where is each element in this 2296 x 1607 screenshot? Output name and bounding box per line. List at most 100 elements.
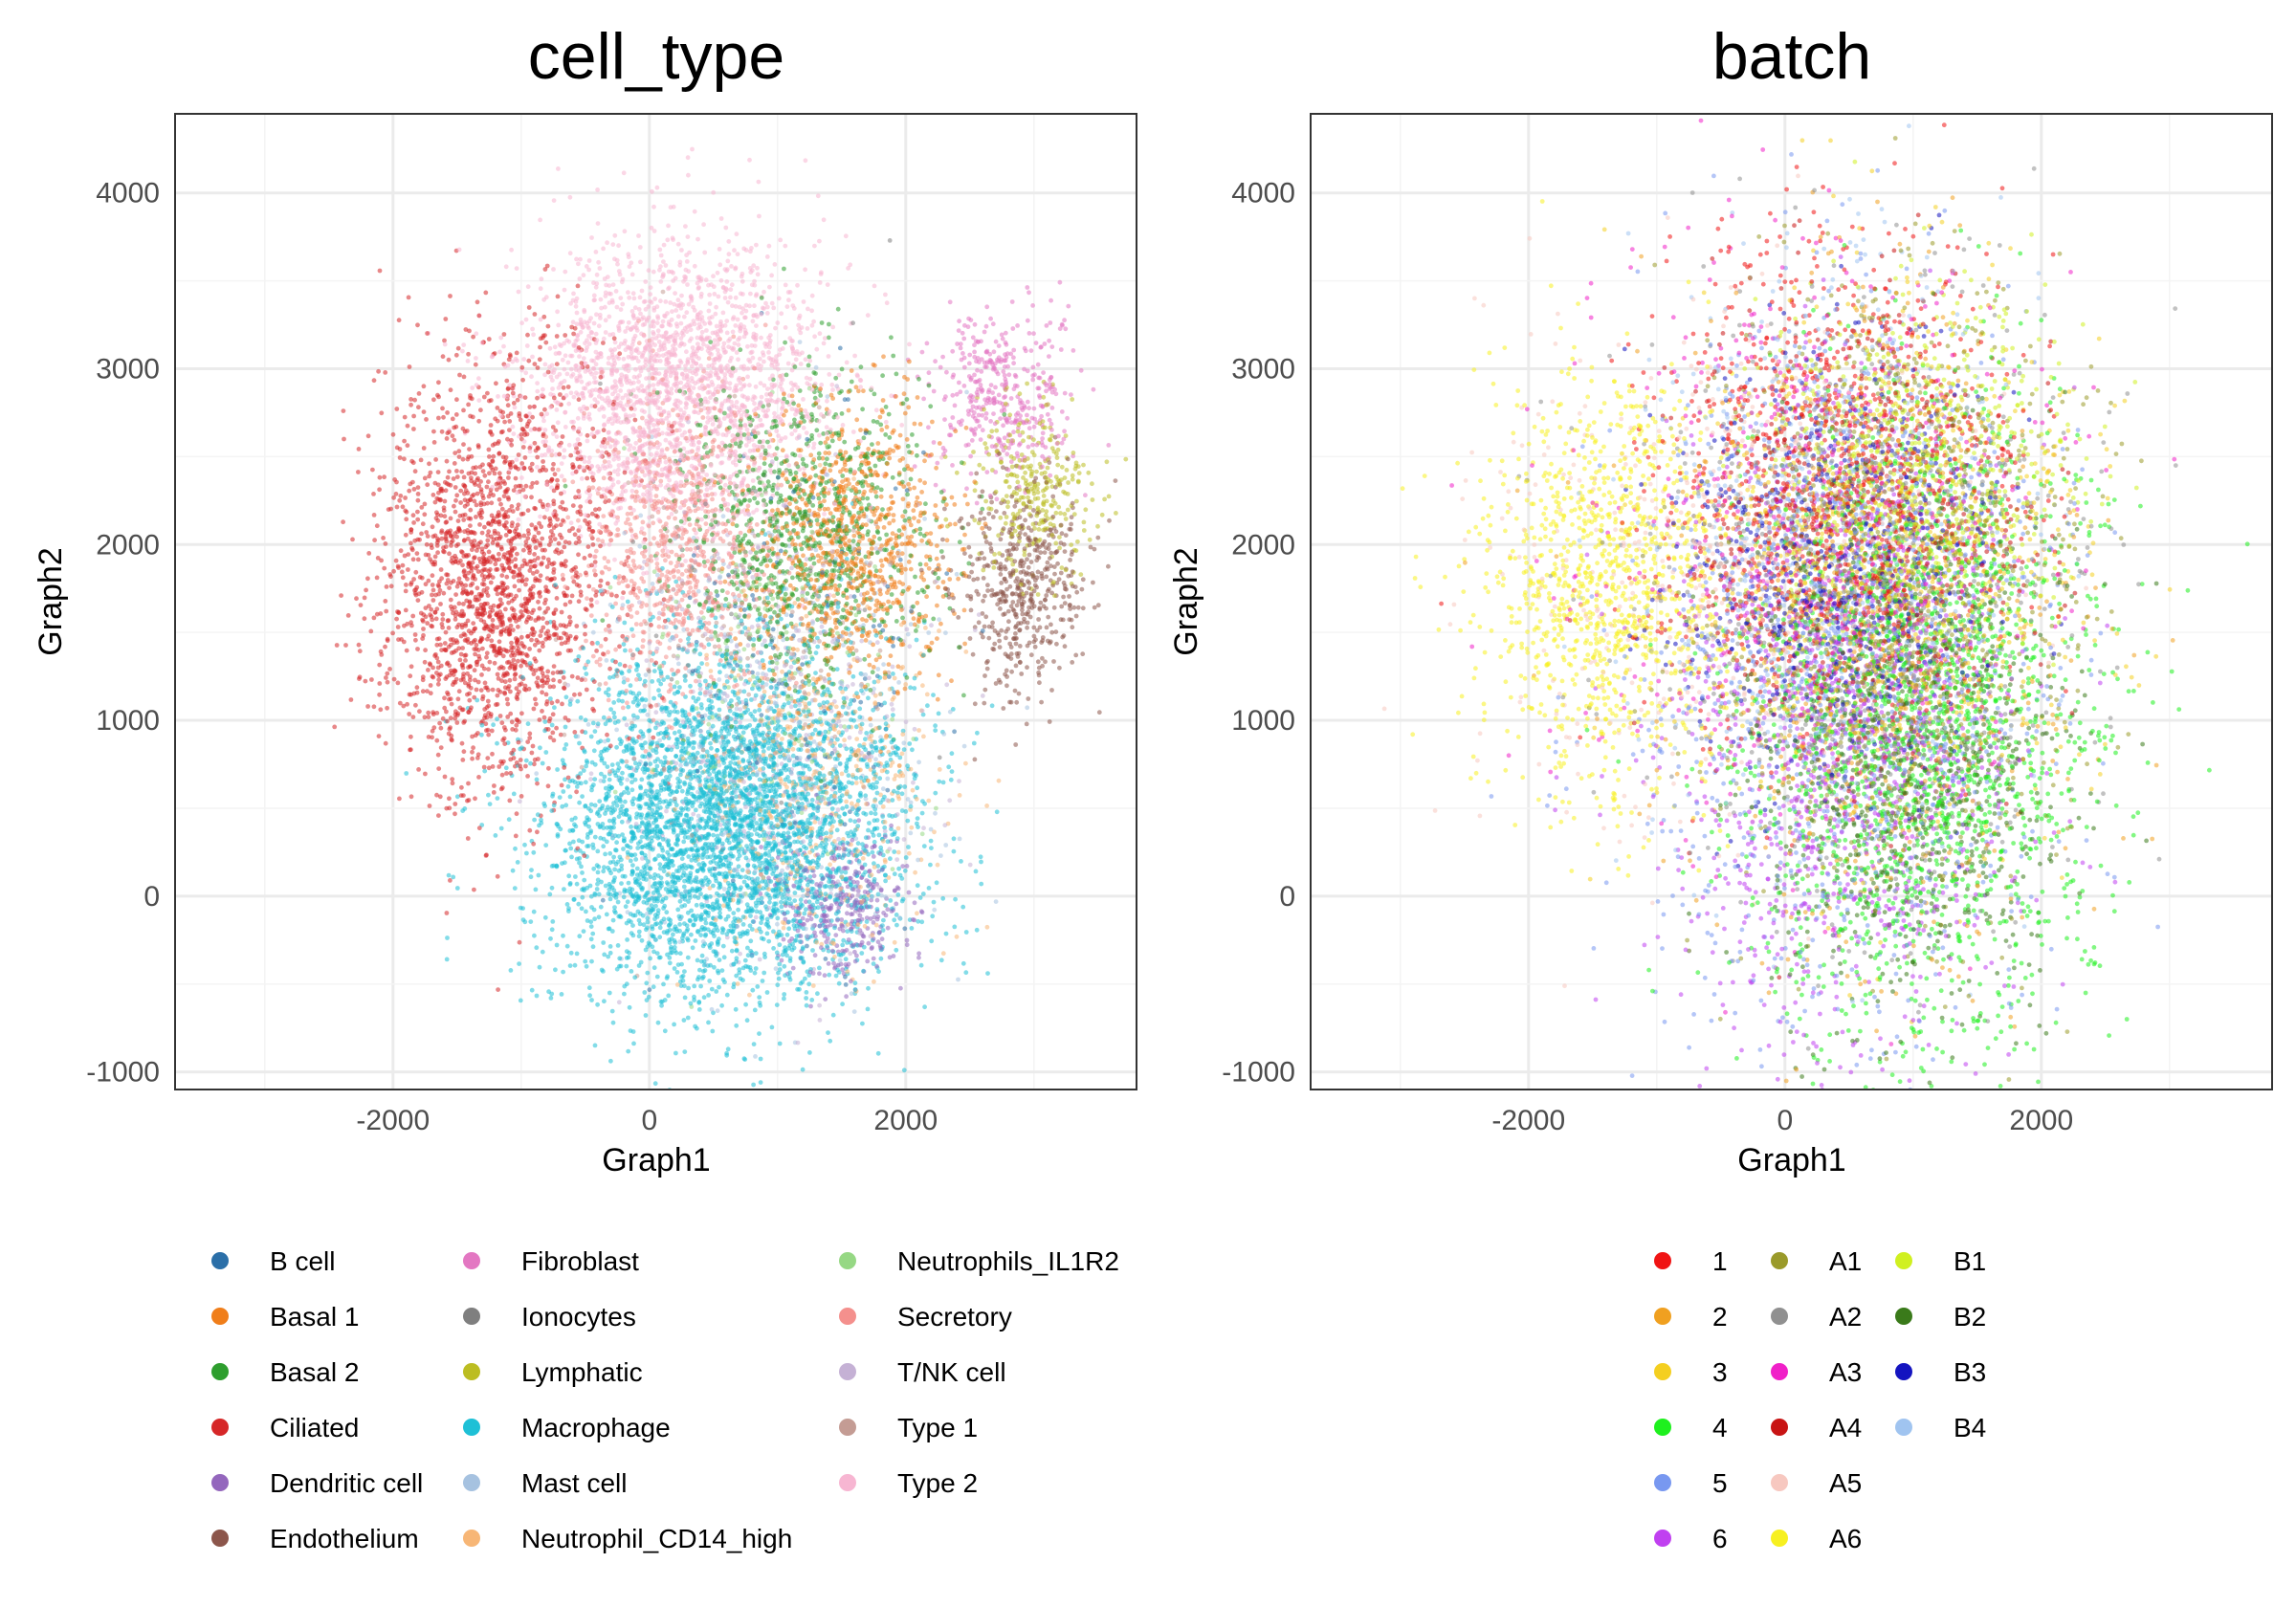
data-point	[540, 760, 545, 766]
data-point	[777, 967, 783, 972]
data-point	[586, 459, 591, 465]
data-point	[535, 683, 541, 688]
data-point	[621, 679, 627, 685]
data-point	[383, 541, 388, 546]
data-point	[549, 452, 555, 458]
data-point	[602, 999, 607, 1004]
data-point	[912, 900, 917, 906]
data-point	[823, 957, 828, 961]
data-point	[626, 880, 631, 886]
data-point	[724, 645, 730, 650]
data-point	[719, 588, 725, 593]
data-point	[1106, 443, 1112, 448]
data-point	[883, 292, 888, 297]
data-point	[822, 973, 828, 979]
data-point	[542, 362, 548, 367]
data-point	[972, 349, 977, 355]
data-point	[856, 388, 861, 394]
data-point	[404, 517, 409, 522]
data-point	[1056, 577, 1062, 582]
data-point	[867, 821, 872, 826]
data-point	[682, 969, 687, 974]
data-point	[736, 695, 741, 701]
data-point	[920, 712, 926, 717]
data-point	[912, 464, 917, 469]
data-point	[524, 577, 529, 583]
data-point	[944, 682, 950, 688]
data-point	[812, 464, 818, 470]
data-point	[541, 314, 547, 319]
data-point	[571, 291, 576, 297]
data-point	[515, 551, 519, 557]
data-point	[590, 542, 596, 547]
data-point	[456, 454, 462, 459]
data-point	[421, 409, 427, 414]
data-point	[993, 899, 999, 904]
data-point	[902, 517, 908, 523]
data-point	[1059, 604, 1065, 609]
data-point	[1025, 665, 1029, 671]
data-point	[592, 560, 598, 564]
data-point	[949, 751, 955, 757]
data-point	[924, 341, 930, 346]
data-point	[622, 715, 628, 721]
data-point	[681, 884, 687, 890]
data-point	[688, 1001, 694, 1006]
data-point	[704, 473, 710, 477]
data-point	[453, 617, 458, 622]
data-point	[1113, 478, 1118, 483]
data-point	[718, 277, 724, 283]
data-point	[629, 309, 635, 314]
data-point	[450, 539, 455, 543]
data-point	[890, 707, 895, 713]
data-point	[578, 504, 584, 509]
data-point	[465, 671, 470, 676]
data-point	[996, 533, 1001, 539]
data-point	[630, 291, 636, 297]
data-point	[520, 445, 526, 450]
data-point	[1090, 481, 1094, 487]
data-point	[666, 410, 672, 416]
data-point	[559, 992, 564, 997]
data-point	[649, 704, 653, 709]
data-point	[1052, 571, 1057, 577]
data-point	[718, 670, 722, 675]
data-point	[938, 853, 943, 858]
data-point	[527, 647, 532, 651]
data-point	[598, 904, 604, 910]
data-point	[612, 340, 618, 345]
data-point	[467, 328, 472, 334]
data-point	[1032, 583, 1038, 588]
data-point	[972, 372, 977, 378]
data-point	[554, 407, 560, 412]
data-point	[668, 561, 673, 565]
data-point	[423, 771, 428, 777]
data-point	[518, 758, 523, 762]
data-point	[639, 937, 645, 943]
data-point	[853, 648, 859, 653]
data-point	[537, 964, 542, 970]
data-point	[491, 790, 497, 795]
data-point	[613, 289, 619, 294]
data-point	[783, 243, 788, 249]
data-point	[567, 841, 572, 847]
data-point	[579, 361, 585, 365]
data-point	[663, 299, 669, 304]
data-point	[595, 221, 601, 227]
data-point	[811, 319, 816, 324]
data-point	[365, 433, 371, 439]
data-point	[531, 706, 537, 712]
data-point	[982, 593, 987, 599]
data-point	[878, 558, 884, 563]
data-point	[816, 455, 822, 461]
data-point	[611, 700, 617, 705]
data-point	[412, 632, 418, 637]
data-point	[661, 242, 667, 248]
data-point	[713, 615, 718, 621]
data-point	[807, 649, 812, 655]
data-point	[809, 293, 815, 298]
data-point	[569, 673, 575, 679]
data-point	[966, 561, 972, 566]
data-point	[427, 461, 431, 467]
data-point	[471, 465, 476, 471]
